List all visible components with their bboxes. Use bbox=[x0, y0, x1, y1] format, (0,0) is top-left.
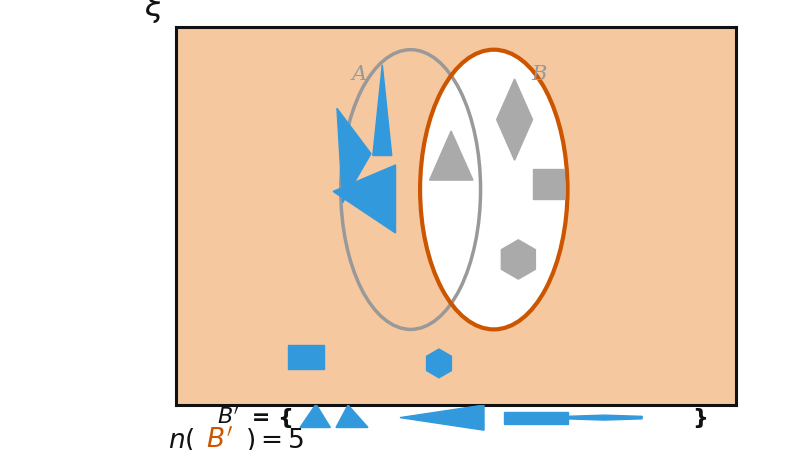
Text: }: } bbox=[692, 408, 708, 427]
Bar bbox=[504, 411, 568, 424]
Polygon shape bbox=[400, 405, 484, 430]
Polygon shape bbox=[430, 131, 473, 180]
Polygon shape bbox=[566, 415, 642, 420]
Text: B: B bbox=[531, 65, 547, 84]
Text: $B'$: $B'$ bbox=[217, 407, 240, 428]
Polygon shape bbox=[502, 240, 535, 279]
Text: $n($: $n($ bbox=[168, 426, 195, 450]
Text: = {: = { bbox=[244, 408, 294, 427]
Polygon shape bbox=[337, 108, 371, 203]
Text: A: A bbox=[352, 65, 367, 84]
Polygon shape bbox=[300, 404, 330, 428]
Text: $\xi$: $\xi$ bbox=[144, 0, 165, 25]
Text: $B'$: $B'$ bbox=[206, 427, 234, 450]
Bar bbox=[288, 345, 324, 369]
Text: $) = 5$: $) = 5$ bbox=[245, 426, 304, 450]
Polygon shape bbox=[497, 79, 533, 160]
Bar bbox=[534, 169, 564, 199]
Ellipse shape bbox=[420, 50, 567, 329]
Polygon shape bbox=[336, 405, 368, 428]
Polygon shape bbox=[426, 349, 451, 378]
Polygon shape bbox=[333, 165, 395, 233]
Polygon shape bbox=[373, 65, 392, 156]
